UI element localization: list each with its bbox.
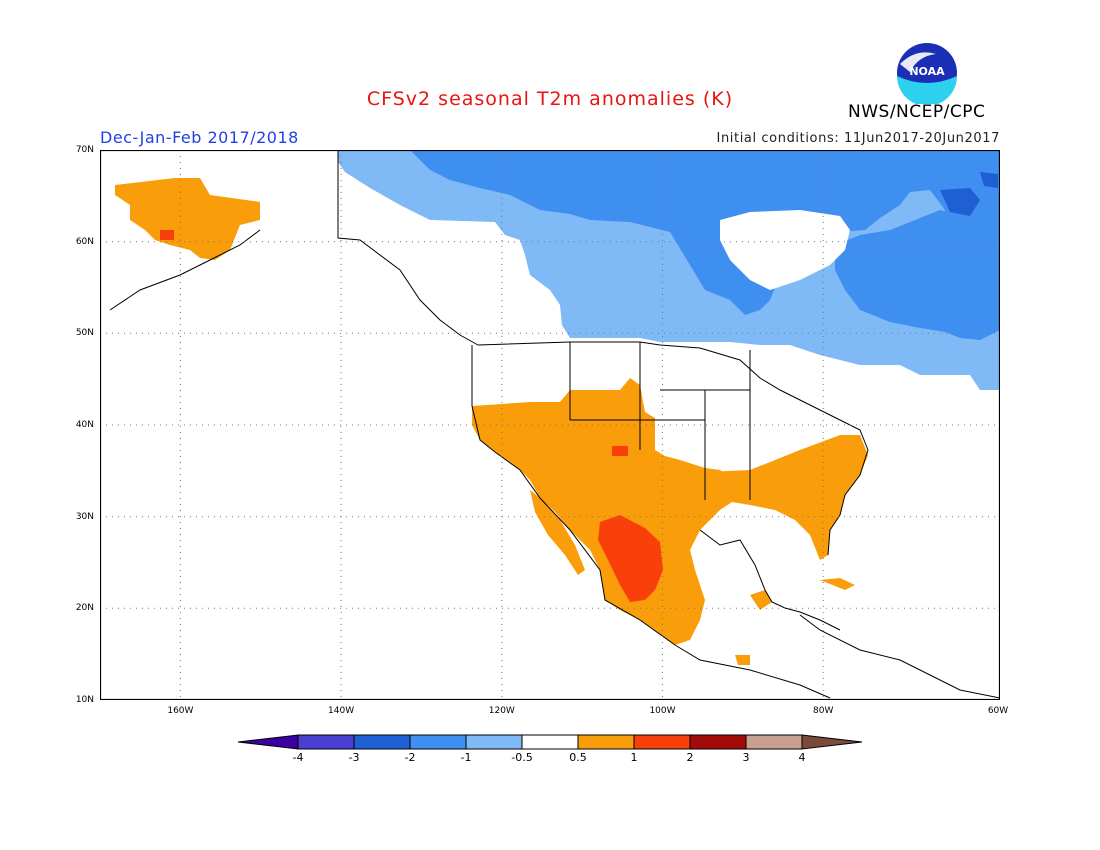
season-label: Dec-Jan-Feb 2017/2018	[100, 128, 299, 147]
noaa-logo: NOAA	[896, 42, 958, 108]
lon-tick: 60W	[987, 706, 1009, 716]
cold-anomaly-region	[338, 150, 1000, 390]
colorbar-swatch	[409, 734, 467, 750]
colorbar-swatch	[689, 734, 747, 750]
map-border	[99, 149, 1001, 701]
colorbar-swatch	[577, 734, 635, 750]
colorbar-label: -1	[460, 751, 472, 764]
colorbar-label: 3	[742, 751, 750, 764]
colorbar-swatch	[353, 734, 411, 750]
colorbar-label: -4	[292, 751, 304, 764]
coastlines	[109, 150, 1001, 699]
lat-tick: 60N	[75, 236, 94, 247]
anomaly-map	[99, 149, 1001, 704]
colorbar-label: 1	[630, 751, 638, 764]
colorbar-label: 0.5	[569, 751, 587, 764]
lat-tick: 40N	[75, 420, 94, 430]
colorbar-swatch	[297, 734, 355, 750]
lat-tick: 50N	[75, 328, 94, 339]
lat-tick: 20N	[75, 603, 94, 614]
lon-tick: 160W	[167, 706, 194, 716]
colorbar-swatch	[801, 734, 863, 750]
lon-tick: 140W	[328, 706, 355, 716]
colorbar-label: -2	[404, 751, 416, 764]
colorbar-swatch	[521, 734, 579, 750]
chart-title: CFSv2 seasonal T2m anomalies (K)	[366, 88, 734, 110]
graticule	[100, 150, 1000, 700]
colorbar-swatch	[633, 734, 691, 750]
colorbar-swatch	[237, 734, 299, 750]
colorbar	[237, 732, 863, 756]
colorbar-label: -3	[348, 751, 360, 764]
noaa-logo-text: NOAA	[909, 65, 945, 78]
lon-tick: 80W	[813, 706, 834, 716]
lat-tick: 10N	[75, 695, 94, 705]
colorbar-label: -0.5	[511, 751, 533, 764]
agency-label: NWS/NCEP/CPC	[848, 102, 986, 122]
colorbar-swatch	[465, 734, 523, 750]
initial-conditions-label: Initial conditions: 11Jun2017-20Jun2017	[716, 131, 1000, 146]
colorbar-swatch	[745, 734, 803, 750]
lon-tick: 120W	[488, 706, 515, 716]
lat-tick: 70N	[75, 145, 94, 155]
warm-anomaly-region	[115, 178, 868, 665]
lon-tick: 100W	[649, 706, 676, 716]
colorbar-label: 2	[686, 751, 694, 764]
colorbar-label: 4	[798, 751, 806, 764]
lat-tick: 30N	[75, 511, 94, 522]
